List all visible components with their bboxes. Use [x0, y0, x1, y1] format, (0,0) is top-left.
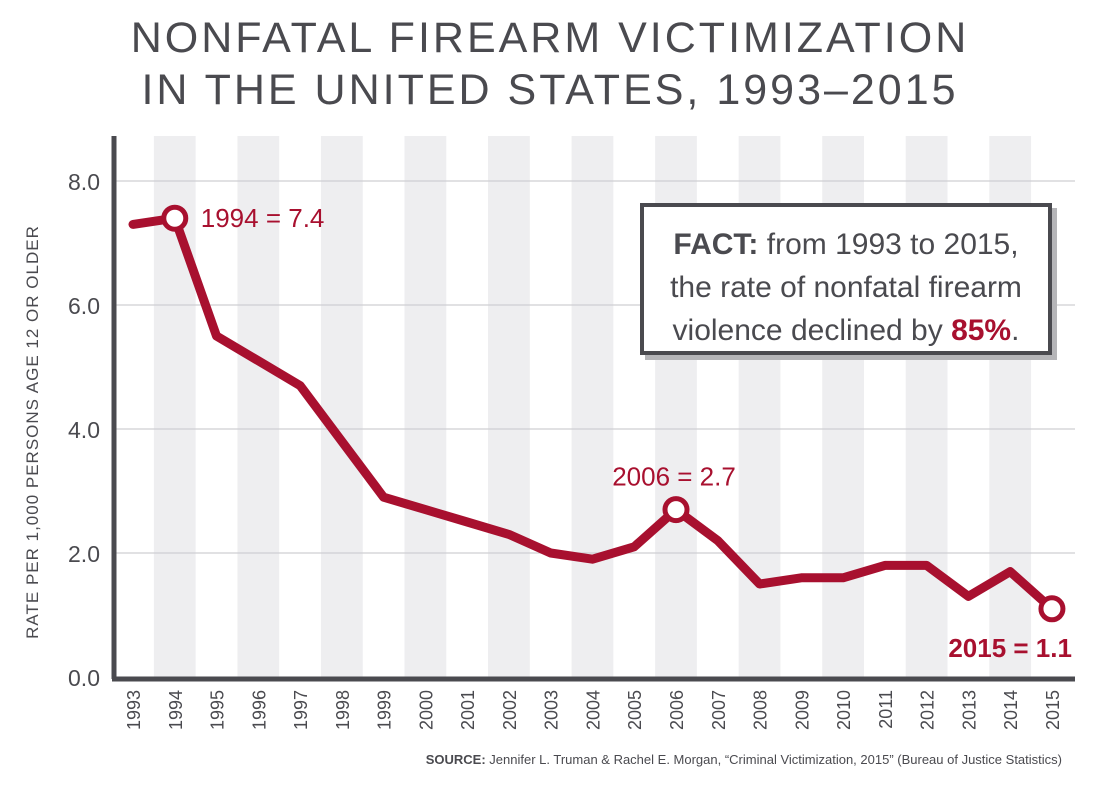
source-note: SOURCE: Jennifer L. Truman & Rachel E. M…: [426, 752, 1062, 767]
x-tick-label-2008: 2008: [751, 690, 771, 730]
data-point-1998: [339, 439, 344, 444]
data-point-2013: [966, 594, 971, 599]
x-tick-label-1994: 1994: [166, 690, 186, 730]
x-tick-label-2014: 2014: [1001, 690, 1021, 730]
data-point-2010: [841, 575, 846, 580]
x-tick-label-2015: 2015: [1043, 690, 1063, 730]
fact-text-3: violence declined by: [672, 314, 952, 347]
x-tick-label-2001: 2001: [458, 690, 478, 730]
fact-line-1: FACT: from 1993 to 2015,: [644, 223, 1048, 266]
x-tick-label-2012: 2012: [918, 690, 938, 730]
band-2004: [571, 136, 614, 677]
highlight-marker-2015: [1038, 595, 1066, 623]
y-tick-label-6.0: 6.0: [68, 293, 100, 319]
x-tick-label-1999: 1999: [375, 690, 395, 730]
data-point-1995: [214, 334, 219, 338]
y-tick-label-0.0: 0.0: [68, 665, 100, 691]
x-tick-label-2000: 2000: [416, 690, 436, 730]
x-tick-label-2010: 2010: [834, 690, 854, 730]
x-tick-label-2002: 2002: [500, 690, 520, 730]
annotation-label-1994: 1994 = 7.4: [201, 203, 325, 233]
x-tick-label-2009: 2009: [792, 690, 812, 730]
x-tick-label-2003: 2003: [542, 690, 562, 730]
highlight-marker-1994: [161, 204, 189, 232]
data-point-2004: [590, 557, 595, 562]
data-point-2002: [506, 532, 511, 537]
annotation-label-2006: 2006 = 2.7: [612, 462, 736, 492]
fact-callout-box: FACT: from 1993 to 2015, the rate of non…: [640, 203, 1052, 355]
x-tick-label-2005: 2005: [625, 690, 645, 730]
x-tick-label-1993: 1993: [124, 690, 144, 730]
data-point-2012: [924, 563, 929, 568]
data-point-2001: [465, 520, 470, 524]
x-tick-label-2006: 2006: [667, 690, 687, 730]
y-axis-label: RATE PER 1,000 PERSONS AGE 12 OR OLDER: [23, 225, 42, 639]
data-point-1997: [298, 383, 303, 388]
band-2000: [404, 136, 447, 677]
y-tick-label-8.0: 8.0: [68, 169, 100, 195]
x-tick-label-1995: 1995: [208, 690, 228, 730]
y-tick-label-4.0: 4.0: [68, 417, 100, 443]
data-point-2005: [632, 544, 637, 549]
fact-text-1: from 1993 to 2015,: [758, 228, 1019, 261]
fact-end: .: [1011, 314, 1020, 347]
fact-highlight: 85%: [951, 314, 1012, 347]
band-1998: [320, 136, 363, 677]
highlight-marker-2006: [662, 496, 690, 524]
x-tick-label-2013: 2013: [959, 690, 979, 730]
x-tick-label-1998: 1998: [333, 690, 353, 730]
source-label: SOURCE:: [425, 752, 486, 767]
data-point-1996: [256, 358, 261, 363]
fact-line-3: violence declined by 85%.: [644, 309, 1048, 352]
y-tick-label-2.0: 2.0: [68, 541, 100, 567]
x-tick-label-1996: 1996: [249, 690, 269, 730]
annotations: 1994 = 7.4 2006 = 2.7 2015 = 1.1: [161, 203, 1072, 663]
annotation-label-2015: 2015 = 1.1: [948, 633, 1072, 663]
chart-title-line-2: IN THE UNITED STATES, 1993–2015: [141, 66, 959, 114]
x-tick-label-1997: 1997: [291, 690, 311, 730]
fact-lead: FACT:: [673, 228, 759, 261]
band-1996: [237, 136, 280, 677]
data-point-2011: [882, 563, 887, 568]
x-tick-label-2007: 2007: [709, 690, 729, 730]
x-tick-label-2011: 2011: [876, 690, 896, 729]
data-point-2000: [423, 507, 428, 512]
source-text: Jennifer L. Truman & Rachel E. Morgan, “…: [485, 752, 1062, 767]
data-point-1993: [131, 222, 135, 227]
chart-title: NONFATAL FIREARM VICTIMIZATION IN THE UN…: [0, 12, 1100, 116]
x-tick-label-2004: 2004: [583, 690, 603, 730]
chart-title-line-1: NONFATAL FIREARM VICTIMIZATION: [130, 14, 970, 62]
data-point-2014: [1008, 569, 1013, 574]
data-point-1999: [381, 495, 386, 500]
data-point-2007: [715, 538, 720, 543]
data-point-2009: [799, 575, 804, 580]
axes: [111, 136, 1075, 682]
fact-line-2: the rate of nonfatal firearm: [670, 271, 1022, 304]
data-point-2008: [757, 582, 762, 586]
y-tick-labels: 0.0 2.0 4.0 6.0 8.0: [68, 169, 100, 691]
x-tick-labels: 1993 1994 1995 1996 1997 1998 1999 2000 2001 2002…: [124, 690, 1063, 730]
data-point-2003: [548, 551, 553, 555]
band-2002: [488, 136, 530, 677]
